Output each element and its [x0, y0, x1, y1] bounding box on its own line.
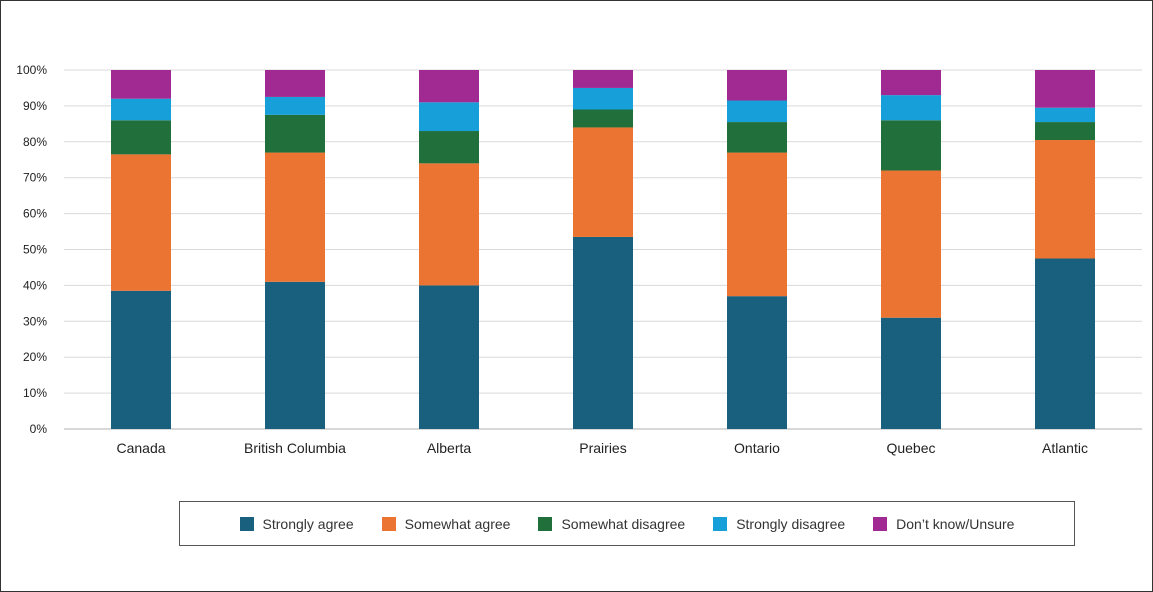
y-tick-label: 90% [23, 99, 47, 113]
bar-segment-don-t-know-unsure [1035, 70, 1095, 108]
y-tick-label: 80% [23, 135, 47, 149]
bar-segment-somewhat-agree [265, 152, 325, 282]
bar-segment-don-t-know-unsure [111, 70, 171, 99]
bar-segment-don-t-know-unsure [881, 70, 941, 96]
bar-segment-somewhat-agree [419, 163, 479, 286]
legend-item: Strongly agree [239, 515, 354, 532]
x-category-label: Prairies [579, 440, 626, 456]
y-tick-label: 40% [23, 278, 47, 292]
y-tick-label: 100% [16, 63, 47, 77]
bar-segment-somewhat-disagree [881, 120, 941, 171]
y-tick-label: 70% [23, 171, 47, 185]
bar-segment-strongly-agree [881, 317, 941, 429]
x-category-label: Ontario [734, 440, 780, 456]
legend-label: Somewhat disagree [561, 515, 686, 532]
bar-segment-strongly-disagree [881, 95, 941, 121]
bar-segment-somewhat-agree [727, 152, 787, 297]
legend-swatch [713, 516, 728, 531]
bar-segment-somewhat-disagree [573, 109, 633, 128]
bar-segment-strongly-disagree [111, 98, 171, 121]
y-tick-label: 20% [23, 350, 47, 364]
x-category-label: British Columbia [244, 440, 346, 456]
bar-segment-somewhat-agree [1035, 140, 1095, 259]
legend-swatch [873, 516, 888, 531]
legend-label: Strongly agree [262, 515, 354, 532]
legend-item: Strongly disagree [713, 516, 845, 532]
y-tick-label: 30% [23, 314, 47, 328]
x-category-label: Quebec [886, 440, 935, 456]
legend-label: Don’t know/Unsure [896, 515, 1015, 532]
bar-segment-don-t-know-unsure [419, 70, 479, 103]
bar-segment-somewhat-disagree [419, 131, 479, 164]
stacked-bar-chart: 0% 10% 20% 30% 40% 50% 60% 70% 80% 90% 100% Canada B… [16, 63, 1142, 456]
bar-segment-strongly-disagree [419, 102, 479, 132]
bar-segment-strongly-agree [111, 290, 171, 429]
bar-segment-strongly-agree [1035, 258, 1095, 429]
legend: Strongly agree Somewhat agree Somewhat dis… [179, 501, 1075, 546]
y-tick-label: 50% [23, 243, 47, 257]
bar-segment-strongly-agree [727, 296, 787, 429]
bar-segment-don-t-know-unsure [265, 70, 325, 97]
bar-segment-strongly-disagree [727, 100, 787, 123]
y-tick-label: 10% [23, 386, 47, 400]
bar-segment-strongly-agree [419, 285, 479, 429]
legend-item: Somewhat disagree [538, 516, 685, 532]
y-tick-label: 60% [23, 207, 47, 221]
y-tick-label: 0% [30, 422, 48, 436]
bar-segment-somewhat-agree [573, 127, 633, 237]
legend-item: Don’t know/Unsure [873, 516, 1014, 532]
bar-segment-strongly-disagree [573, 87, 633, 110]
bar-segment-strongly-disagree [1035, 107, 1095, 123]
bar-segment-somewhat-disagree [1035, 122, 1095, 141]
bar-segment-somewhat-agree [111, 154, 171, 291]
legend-swatch [538, 516, 553, 531]
legend-label: Strongly disagree [736, 515, 846, 532]
bar-segment-don-t-know-unsure [727, 70, 787, 101]
x-category-label: Atlantic [1042, 440, 1088, 456]
legend-swatch [239, 516, 254, 531]
bar-segment-strongly-disagree [265, 96, 325, 115]
bar-segment-don-t-know-unsure [573, 70, 633, 88]
bar-segment-somewhat-disagree [727, 122, 787, 153]
bar-segment-somewhat-agree [881, 170, 941, 318]
legend-swatch [381, 516, 396, 531]
x-category-label: Alberta [427, 440, 472, 456]
bar-segment-strongly-agree [573, 236, 633, 429]
bar-segment-somewhat-disagree [265, 114, 325, 153]
bar-segment-strongly-agree [265, 281, 325, 429]
x-category-label: Canada [116, 440, 165, 456]
legend-label: Somewhat agree [404, 515, 511, 532]
legend-item: Somewhat agree [381, 515, 511, 532]
bar-segment-somewhat-disagree [111, 120, 171, 155]
